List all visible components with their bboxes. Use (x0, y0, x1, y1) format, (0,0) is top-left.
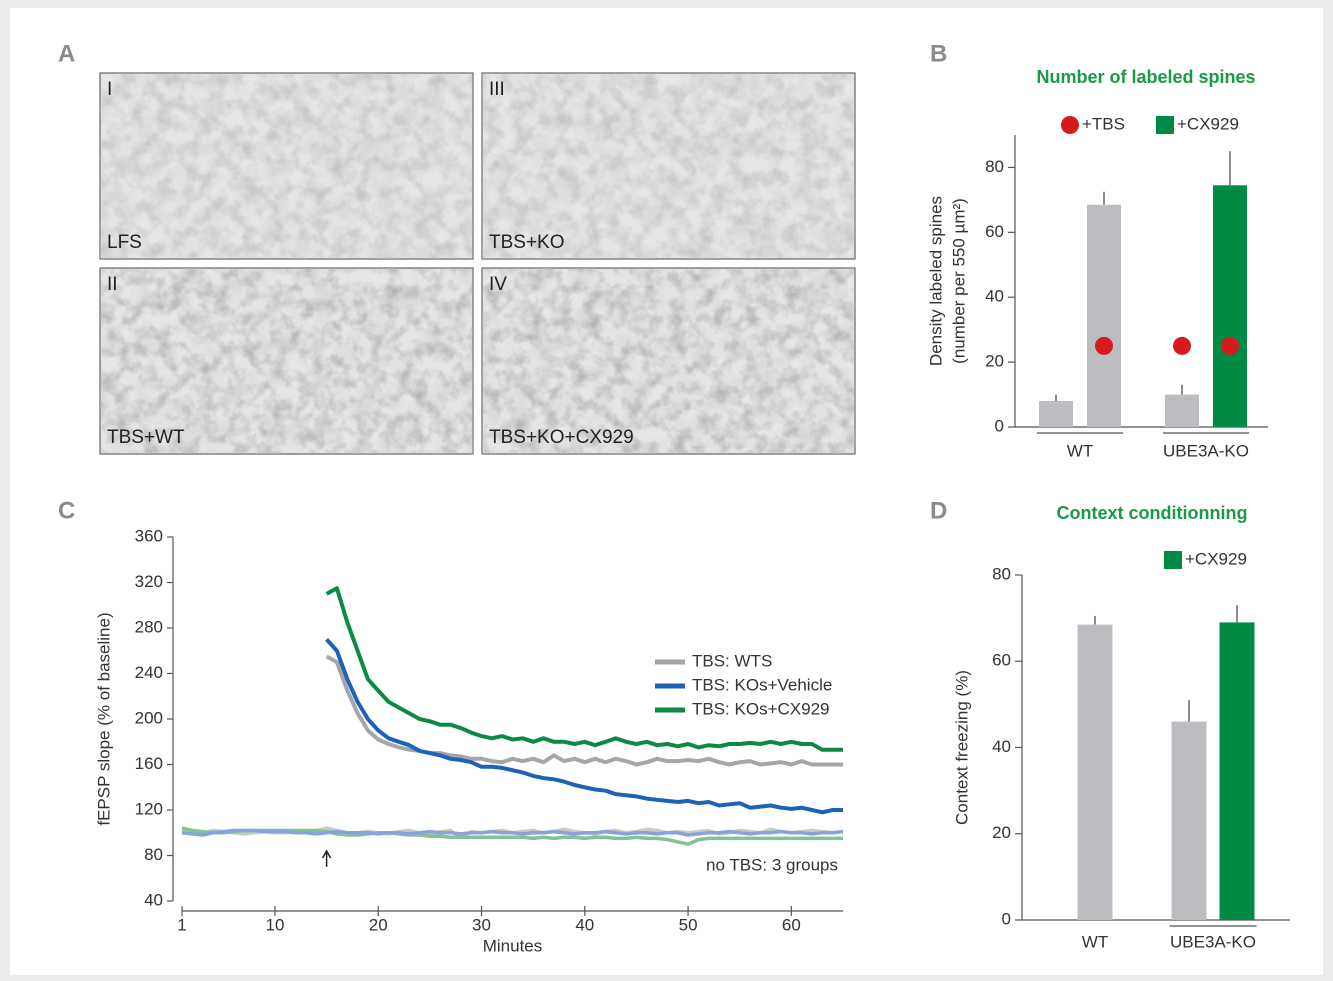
legend-label: TBS: KOs+CX929 (692, 699, 829, 718)
dot-marker (1095, 336, 1113, 355)
image-caption: TBS+KO+CX929 (489, 427, 634, 448)
y-tick-label: 20 (985, 352, 1004, 371)
y-tick-label: 20 (992, 823, 1011, 842)
image-caption: LFS (107, 232, 142, 253)
bar (1171, 721, 1207, 920)
y-tick-label: 200 (135, 708, 163, 727)
x-group-label: WT (1067, 441, 1093, 460)
image-numeral: III (489, 79, 505, 100)
legend-marker (1164, 551, 1182, 569)
legend-label: TBS: WTS (692, 651, 772, 670)
y-tick-label: 160 (135, 754, 163, 773)
y-tick-label: 0 (995, 416, 1004, 435)
bar (1165, 394, 1199, 427)
x-group-label: UBE3A-KO (1163, 441, 1249, 460)
y-tick-label: 80 (144, 845, 163, 864)
x-tick-label: 60 (782, 915, 801, 934)
y-axis-label: Context freezing (%) (952, 670, 971, 825)
bar (1213, 185, 1247, 427)
legend-marker (1061, 116, 1079, 134)
y-tick-label: 320 (135, 572, 163, 591)
x-axis-label: Minutes (483, 936, 543, 955)
micrograph-spots (482, 73, 855, 259)
y-tick-label: 360 (135, 526, 163, 545)
y-tick-label: 40 (992, 737, 1011, 756)
image-numeral: II (107, 274, 118, 295)
x-tick-label: 40 (575, 915, 594, 934)
y-tick-label: 60 (985, 222, 1004, 241)
y-tick-label: 60 (992, 651, 1011, 670)
legend-label: +CX929 (1185, 549, 1247, 568)
y-tick-label: 40 (144, 890, 163, 909)
bar (1219, 622, 1255, 920)
legend-marker (1156, 116, 1174, 134)
x-tick-label: 50 (679, 915, 698, 934)
legend-label: TBS: KOs+Vehicle (692, 675, 832, 694)
x-group-label: UBE3A-KO (1170, 932, 1256, 951)
panel-letter: D (930, 497, 947, 524)
y-tick-label: 120 (135, 799, 163, 818)
data-line (325, 654, 843, 767)
x-tick-label: 10 (265, 915, 284, 934)
x-tick-label: 1 (177, 915, 186, 934)
micrograph-spots (482, 268, 855, 454)
micrograph-spots (100, 268, 473, 454)
y-tick-label: 80 (992, 564, 1011, 583)
y-tick-label: 80 (985, 157, 1004, 176)
legend-label: +TBS (1082, 114, 1125, 133)
y-axis-label: (number per 550 µm²) (949, 198, 968, 364)
y-axis-label: Density labeled spines (926, 196, 945, 366)
panel-letter: B (930, 40, 947, 67)
annotation: no TBS: 3 groups (706, 855, 838, 874)
data-line (325, 638, 843, 815)
y-tick-label: 40 (985, 287, 1004, 306)
image-numeral: IV (489, 274, 507, 295)
x-group-label: WT (1082, 932, 1108, 951)
x-tick-label: 30 (472, 915, 491, 934)
bar (1077, 624, 1113, 920)
y-tick-label: 0 (1002, 909, 1011, 928)
dot-marker (1221, 336, 1239, 355)
x-tick-label: 20 (369, 915, 388, 934)
micrograph-spots (100, 73, 473, 259)
y-axis-label: fEPSP slope (% of baseline) (94, 612, 113, 825)
panel-letter: C (58, 497, 75, 524)
panel-letter: A (58, 40, 75, 67)
data-line (325, 586, 843, 752)
dot-marker (1173, 336, 1191, 355)
chart-title: Number of labeled spines (1036, 67, 1255, 87)
bar (1039, 401, 1073, 427)
data-line (181, 826, 843, 846)
image-numeral: I (107, 79, 112, 100)
y-tick-label: 280 (135, 617, 163, 636)
y-tick-label: 240 (135, 663, 163, 682)
bar (1087, 204, 1121, 427)
legend-label: +CX929 (1177, 114, 1239, 133)
arrow-head (321, 849, 332, 859)
image-caption: TBS+WT (107, 427, 185, 448)
data-line (181, 828, 844, 837)
chart-title: Context conditionning (1057, 503, 1248, 523)
image-caption: TBS+KO (489, 232, 565, 253)
